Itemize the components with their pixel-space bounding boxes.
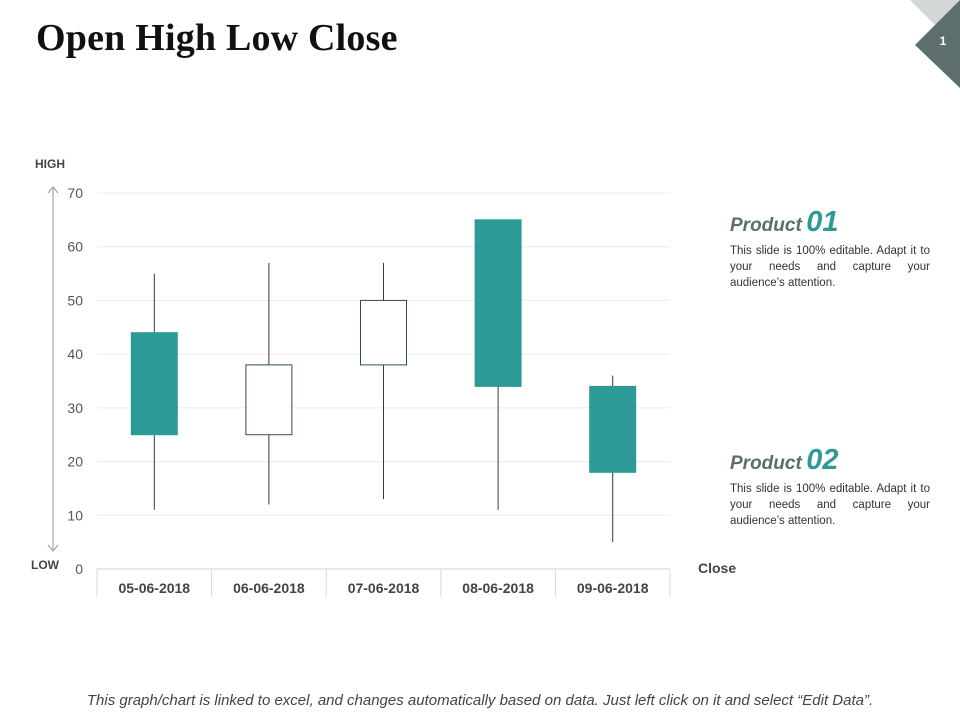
candle-body-4 [589,385,637,473]
candle-body-2 [360,299,407,366]
product-heading-01: Product 01 [730,206,930,239]
x-tick-label-4: 09-06-2018 [577,580,649,596]
y-tick-label-10: 10 [67,507,83,523]
candle-body-1 [245,364,293,436]
product-label-02: Product [730,453,802,474]
page-title: Open High Low Close [36,17,398,59]
y-tick-label-30: 30 [67,400,83,416]
y-tick-label-20: 20 [67,454,83,470]
product-card-02: Product 02 This slide is 100% editable. … [730,444,930,529]
y-tick-label-0: 0 [75,561,83,577]
corner-dark-shape [915,0,960,88]
product-card-01: Product 01 This slide is 100% editable. … [730,206,930,291]
y-tick-label-40: 40 [67,346,83,362]
x-tick-label-3: 08-06-2018 [462,580,534,596]
corner-decoration [910,0,960,88]
footer-note: This graph/chart is linked to excel, and… [86,692,874,709]
y-tick-label-70: 70 [67,185,83,201]
product-heading-02: Product 02 [730,444,930,477]
x-tick-label-1: 06-06-2018 [233,580,305,596]
product-label-01: Product [730,215,802,236]
candle-body-3 [474,219,522,387]
range-arrow-up-icon [47,186,59,194]
product-number-02: 02 [806,444,839,476]
candle-body-0 [130,332,178,436]
y-tick-label-60: 60 [67,239,83,255]
y-tick-label-50: 50 [67,292,83,308]
page-number: 1 [939,34,947,48]
range-arrow-down-icon [47,544,59,552]
product-description-01: This slide is 100% editable. Adapt it to… [730,245,930,289]
y-axis-label-high: HIGH [35,157,65,171]
product-number-01: 01 [806,206,839,238]
x-axis-label: Close [698,560,736,576]
x-tick-label-0: 05-06-2018 [118,580,190,596]
x-tick-label-2: 07-06-2018 [348,580,420,596]
product-description-02: This slide is 100% editable. Adapt it to… [730,483,930,527]
y-axis-label-low: LOW [31,558,60,572]
